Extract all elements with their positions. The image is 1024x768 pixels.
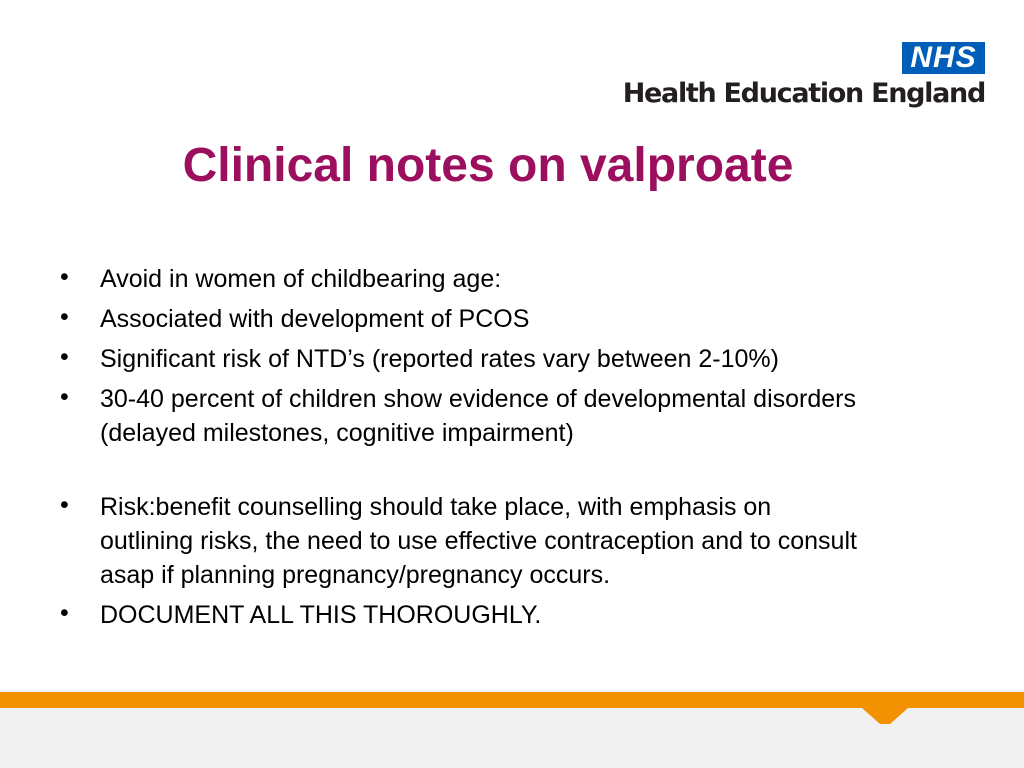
- footer-notch: [862, 708, 908, 724]
- nhs-logo: NHS: [902, 42, 985, 74]
- bullet-list: Avoid in women of childbearing age: Asso…: [60, 260, 870, 638]
- organisation-name: Health Education England: [622, 78, 987, 109]
- bullet: 30-40 percent of children show evidence …: [60, 380, 870, 450]
- bullet: Risk:benefit counselling should take pla…: [60, 488, 870, 592]
- bullet: DOCUMENT ALL THIS THOROUGHLY.: [60, 596, 870, 632]
- footer-orange: [0, 692, 1024, 708]
- bullet: Associated with development of PCOS: [60, 300, 870, 336]
- bullet: Avoid in women of childbearing age:: [60, 260, 870, 296]
- footer-band: [0, 690, 1024, 768]
- bullet: Significant risk of NTD’s (reported rate…: [60, 340, 870, 376]
- slide-title: Clinical notes on valproate: [182, 139, 794, 192]
